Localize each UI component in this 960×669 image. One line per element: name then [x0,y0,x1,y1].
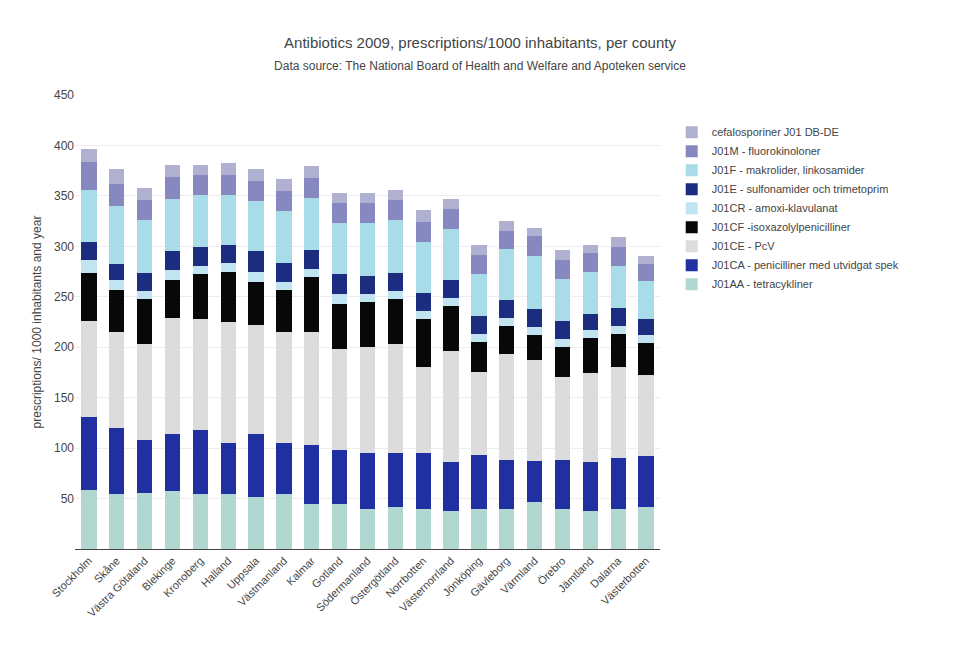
svg-text:Gotland: Gotland [309,555,345,591]
svg-text:350: 350 [54,189,74,203]
svg-text:Västernorrland: Västernorrland [397,555,457,615]
svg-text:Gävleborg: Gävleborg [468,555,512,599]
svg-text:Kronoberg: Kronoberg [161,555,206,600]
svg-text:Blekinge: Blekinge [139,555,177,593]
svg-text:Östergötland: Östergötland [348,555,401,608]
svg-text:Västra Götaland: Västra Götaland [85,555,150,620]
svg-text:Västerbotten: Västerbotten [599,555,652,608]
svg-text:prescriptions/ 1000 inhabitant: prescriptions/ 1000 inhabitants and year [30,216,44,429]
svg-text:J01AA - tetracykliner: J01AA - tetracykliner [712,278,813,290]
svg-text:Jönköping: Jönköping [440,555,484,599]
svg-text:400: 400 [54,139,74,153]
svg-text:Kalmar: Kalmar [284,554,317,587]
svg-text:Data source: The National Boar: Data source: The National Board of Healt… [274,59,686,73]
svg-text:Jämtland: Jämtland [556,555,596,595]
svg-text:Halland: Halland [199,555,234,590]
svg-text:Södermanland: Södermanland [314,555,373,614]
svg-text:J01E - sulfonamider och trimet: J01E - sulfonamider och trimetoprim [712,183,889,195]
svg-text:Stockholm: Stockholm [49,555,94,600]
svg-text:J01M - fluorokinoloner: J01M - fluorokinoloner [712,145,821,157]
svg-text:100: 100 [54,441,74,455]
svg-text:J01CE - PcV: J01CE - PcV [712,240,776,252]
svg-text:150: 150 [54,391,74,405]
svg-text:Uppsala: Uppsala [224,554,262,592]
svg-text:Norrbotten: Norrbotten [383,555,428,600]
svg-text:J01CR - amoxi-klavulanat: J01CR - amoxi-klavulanat [712,202,838,214]
svg-text:Dalarna: Dalarna [588,554,624,590]
svg-text:Örebro: Örebro [535,555,568,588]
svg-text:200: 200 [54,340,74,354]
svg-text:Skåne: Skåne [92,555,123,586]
svg-text:Värmland: Värmland [498,555,540,597]
svg-text:Västmanland: Västmanland [235,555,289,609]
svg-text:J01CF -isoxazolylpenicilliner: J01CF -isoxazolylpenicilliner [712,221,851,233]
svg-text:250: 250 [54,290,74,304]
svg-text:Antibiotics 2009, prescription: Antibiotics 2009, prescriptions/1000 inh… [284,34,676,51]
svg-text:J01CA - penicilliner med utvid: J01CA - penicilliner med utvidgat spek [712,259,899,271]
svg-text:cefalosporiner J01 DB-DE: cefalosporiner J01 DB-DE [712,126,839,138]
svg-text:J01F - makrolider, linkosamide: J01F - makrolider, linkosamider [712,164,865,176]
svg-text:50: 50 [61,492,75,506]
svg-text:300: 300 [54,240,74,254]
svg-text:450: 450 [54,88,74,102]
